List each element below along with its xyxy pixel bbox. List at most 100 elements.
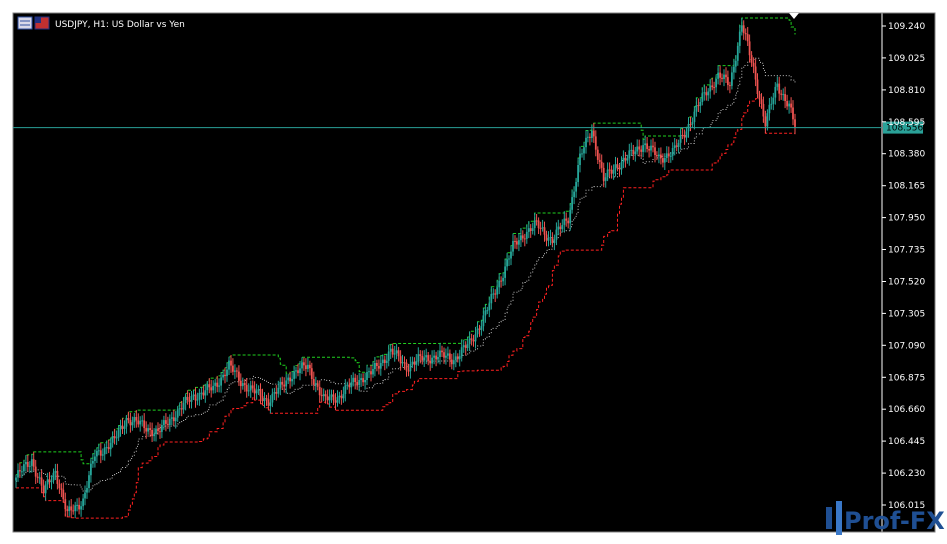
upper-band-line <box>16 17 796 476</box>
candle-body <box>255 390 258 394</box>
candle-body <box>316 383 319 387</box>
candle-body <box>381 359 384 363</box>
candle-body <box>421 356 424 361</box>
candle-body <box>271 393 274 403</box>
candle-body <box>224 374 226 377</box>
candle-body <box>581 153 583 155</box>
candle-body <box>512 241 514 252</box>
candle-body <box>97 450 100 452</box>
candle-body <box>44 484 47 494</box>
candle-body <box>618 167 621 170</box>
candle-body <box>133 417 136 423</box>
candle-body <box>222 374 224 378</box>
candle-body <box>143 420 146 429</box>
candle-body <box>746 34 749 42</box>
candle-body <box>592 130 595 137</box>
candle-body <box>226 369 228 377</box>
candle-body <box>200 392 203 394</box>
candle-body <box>178 408 181 410</box>
candle-body <box>92 461 94 464</box>
candle-body <box>107 447 110 450</box>
candle-body <box>750 55 753 63</box>
candle-body <box>109 442 112 450</box>
candle-body <box>429 360 432 364</box>
candle-body <box>305 365 307 369</box>
candle-body <box>60 488 63 490</box>
candle-body <box>614 164 617 170</box>
candle-body <box>340 395 343 399</box>
candle-body <box>243 383 246 385</box>
candle-body <box>523 238 526 240</box>
candle-body <box>192 394 195 397</box>
candle-body <box>202 392 205 396</box>
candle-body <box>780 93 783 95</box>
candle-body <box>90 463 92 476</box>
chart-menu-icon[interactable] <box>17 16 33 30</box>
candle-body <box>630 149 633 151</box>
candle-body <box>28 465 31 467</box>
candle-body <box>322 394 325 397</box>
candle-body <box>299 368 301 374</box>
y-tick-label: 108.380 <box>888 150 925 160</box>
candle-body <box>545 234 548 241</box>
candle-body <box>277 387 280 394</box>
candle-body <box>521 235 524 239</box>
candle-body <box>677 142 680 147</box>
candle-body <box>210 387 213 391</box>
candle-body <box>348 384 351 388</box>
candle-body <box>153 434 155 437</box>
candle-body <box>336 397 339 403</box>
candle-body <box>403 362 406 364</box>
candle-body <box>84 492 86 499</box>
candle-body <box>496 287 499 295</box>
candle-body <box>733 66 735 73</box>
candle-body <box>628 150 631 159</box>
candle-body <box>324 394 327 397</box>
candle-body <box>652 145 654 148</box>
candle-body <box>245 384 248 392</box>
price-axis-background <box>882 13 935 532</box>
candle-body <box>376 363 378 366</box>
candle-body <box>632 149 635 155</box>
candle-body <box>399 356 402 364</box>
candle-body <box>738 31 741 46</box>
candle-body <box>725 74 727 78</box>
candle-body <box>249 385 252 391</box>
candle-body <box>149 428 151 430</box>
candle-body <box>378 366 380 369</box>
candle-body <box>656 155 658 157</box>
candle-body <box>251 385 254 389</box>
candle-body <box>784 94 786 101</box>
candle-body <box>184 396 187 403</box>
candle-body <box>62 489 65 500</box>
candle-body <box>600 161 603 168</box>
candle-body <box>768 104 771 114</box>
candle-body <box>695 105 698 112</box>
candle-body <box>216 382 219 387</box>
price-line-layer: 108.556 <box>13 121 923 134</box>
scroll-marker-icon[interactable] <box>789 13 799 19</box>
candle-body <box>474 334 477 342</box>
candle-body <box>188 400 191 402</box>
candle-body <box>541 227 544 229</box>
candle-body <box>673 145 676 148</box>
candle-body <box>577 165 579 182</box>
candle-body <box>234 370 236 372</box>
candle-body <box>646 143 648 149</box>
candle-body <box>295 370 297 372</box>
candle-body <box>273 392 276 394</box>
candle-body <box>364 380 366 383</box>
candle-body <box>389 348 392 352</box>
candle-body <box>350 382 353 388</box>
candle-body <box>275 392 278 394</box>
candle-body <box>713 87 715 89</box>
candle-body <box>766 113 769 127</box>
candle-body <box>535 220 538 222</box>
candle-body <box>693 111 696 123</box>
candle-body <box>103 447 106 455</box>
candle-body <box>314 383 317 385</box>
candle-body <box>228 360 230 370</box>
candle-body <box>117 429 120 438</box>
